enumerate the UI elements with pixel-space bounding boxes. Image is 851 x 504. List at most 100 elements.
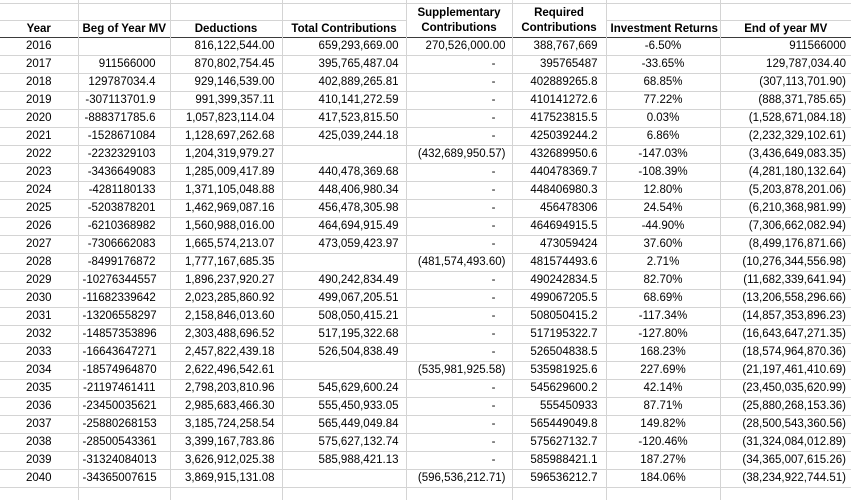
cell[interactable]: 1,057,823,114.04 [170,109,283,128]
cell[interactable]: 2017 [0,55,79,74]
cell[interactable]: 2,622,496,542.61 [170,361,283,380]
cell[interactable]: 3,185,724,258.54 [170,415,283,434]
cell[interactable]: 911566000 [78,55,171,74]
cell[interactable]: - [406,199,513,218]
cell[interactable]: -18574964870 [78,361,171,380]
cell[interactable]: 545,629,600.24 [282,379,407,398]
cell[interactable]: 490242834.5 [512,271,607,290]
cell[interactable]: 473,059,423.97 [282,235,407,254]
cell[interactable]: 2021 [0,127,79,146]
cell[interactable]: (34,365,007,615.26) [720,451,851,470]
cell[interactable]: 2,158,846,013.60 [170,307,283,326]
cell[interactable]: - [406,91,513,110]
cell[interactable]: 816,122,544.00 [170,37,283,56]
cell[interactable]: 184.06% [606,469,721,488]
cell[interactable]: 473059424 [512,235,607,254]
cell[interactable]: -34365007615 [78,469,171,488]
cell[interactable]: 87.71% [606,397,721,416]
cell[interactable]: (535,981,925.58) [406,361,513,380]
cell[interactable]: (16,643,647,271.35) [720,325,851,344]
cell[interactable]: -23450035621 [78,397,171,416]
cell[interactable]: -28500543361 [78,433,171,452]
cell[interactable]: 2032 [0,325,79,344]
cell[interactable]: -120.46% [606,433,721,452]
cell[interactable]: 3,399,167,783.86 [170,433,283,452]
column-header-year[interactable]: Year [0,20,79,38]
cell[interactable]: 585988421.1 [512,451,607,470]
cell[interactable]: - [406,73,513,92]
cell[interactable]: -108.39% [606,163,721,182]
cell[interactable]: 517195322.7 [512,325,607,344]
column-header-required-contributions[interactable]: Required Contributions [512,3,607,38]
cell[interactable]: (13,206,558,296.66) [720,289,851,308]
cell[interactable]: 1,777,167,685.35 [170,253,283,272]
cell[interactable]: -11682339642 [78,289,171,308]
cell[interactable]: 2026 [0,217,79,236]
cell[interactable]: (4,281,180,132.64) [720,163,851,182]
cell[interactable]: 395765487 [512,55,607,74]
cell[interactable]: 425,039,244.18 [282,127,407,146]
cell[interactable]: -33.65% [606,55,721,74]
cell[interactable]: (10,276,344,556.98) [720,253,851,272]
cell[interactable]: -8499176872 [78,253,171,272]
cell[interactable]: (481,574,493.60) [406,253,513,272]
cell[interactable]: -7306662083 [78,235,171,254]
cell[interactable]: 410,141,272.59 [282,91,407,110]
cell[interactable]: 402,889,265.81 [282,73,407,92]
cell[interactable]: 1,371,105,048.88 [170,181,283,200]
cell[interactable]: - [406,451,513,470]
cell[interactable]: 2035 [0,379,79,398]
cell[interactable]: (38,234,922,744.51) [720,469,851,488]
cell[interactable]: 440478369.7 [512,163,607,182]
cell[interactable]: (432,689,950.57) [406,145,513,164]
cell[interactable] [282,253,407,272]
cell[interactable]: -117.34% [606,307,721,326]
cell[interactable]: - [406,343,513,362]
cell[interactable]: - [406,415,513,434]
cell[interactable]: 0.03% [606,109,721,128]
cell[interactable]: 508050415.2 [512,307,607,326]
cell[interactable]: - [406,217,513,236]
cell[interactable]: 37.60% [606,235,721,254]
cell[interactable]: 575627132.7 [512,433,607,452]
cell[interactable]: 2025 [0,199,79,218]
cell[interactable]: - [406,235,513,254]
cell[interactable]: (11,682,339,641.94) [720,271,851,290]
cell[interactable]: - [406,289,513,308]
cell[interactable]: 2024 [0,181,79,200]
cell[interactable]: 448406980.3 [512,181,607,200]
cell[interactable]: -25880268153 [78,415,171,434]
cell[interactable]: 12.80% [606,181,721,200]
cell[interactable]: 3,626,912,025.38 [170,451,283,470]
cell[interactable]: (2,232,329,102.61) [720,127,851,146]
cell[interactable]: 68.85% [606,73,721,92]
cell[interactable]: 2,303,488,696.52 [170,325,283,344]
cell[interactable]: (8,499,176,871.66) [720,235,851,254]
cell[interactable]: 68.69% [606,289,721,308]
cell[interactable]: 425039244.2 [512,127,607,146]
cell[interactable]: (28,500,543,360.56) [720,415,851,434]
column-header-investment-returns[interactable]: Investment Returns [606,20,721,38]
cell[interactable]: 440,478,369.68 [282,163,407,182]
cell[interactable]: 410141272.6 [512,91,607,110]
cell[interactable]: 77.22% [606,91,721,110]
cell[interactable]: 565449049.8 [512,415,607,434]
cell[interactable]: 2018 [0,73,79,92]
cell[interactable]: 481574493.6 [512,253,607,272]
cell[interactable]: -13206558297 [78,307,171,326]
cell[interactable]: 464,694,915.49 [282,217,407,236]
cell[interactable]: 2020 [0,109,79,128]
cell[interactable]: 270,526,000.00 [406,37,513,56]
cell[interactable] [0,487,79,500]
cell[interactable]: 395,765,487.04 [282,55,407,74]
cell[interactable]: -5203878201 [78,199,171,218]
cell[interactable] [606,487,721,500]
cell[interactable]: 1,560,988,016.00 [170,217,283,236]
cell[interactable]: 2,798,203,810.96 [170,379,283,398]
cell[interactable]: (5,203,878,201.06) [720,181,851,200]
cell[interactable]: 517,195,322.68 [282,325,407,344]
cell[interactable]: 2040 [0,469,79,488]
cell[interactable]: (25,880,268,153.36) [720,397,851,416]
cell[interactable]: 6.86% [606,127,721,146]
cell[interactable]: 575,627,132.74 [282,433,407,452]
